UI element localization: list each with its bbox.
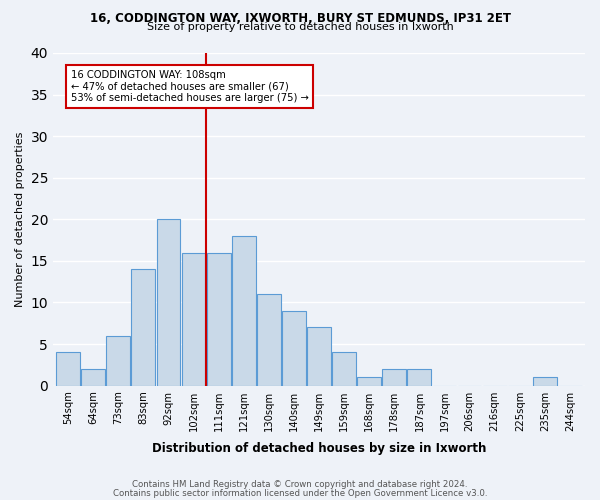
Bar <box>307 328 331 386</box>
Bar <box>106 336 130 386</box>
Bar <box>182 252 205 386</box>
Text: Size of property relative to detached houses in Ixworth: Size of property relative to detached ho… <box>146 22 454 32</box>
Y-axis label: Number of detached properties: Number of detached properties <box>15 132 25 307</box>
Bar <box>131 269 155 386</box>
Bar <box>357 378 381 386</box>
Text: Contains HM Land Registry data © Crown copyright and database right 2024.: Contains HM Land Registry data © Crown c… <box>132 480 468 489</box>
Bar <box>232 236 256 386</box>
Bar <box>382 369 406 386</box>
Text: 16, CODDINGTON WAY, IXWORTH, BURY ST EDMUNDS, IP31 2ET: 16, CODDINGTON WAY, IXWORTH, BURY ST EDM… <box>89 12 511 26</box>
Bar <box>407 369 431 386</box>
Bar <box>207 252 230 386</box>
Text: 16 CODDINGTON WAY: 108sqm
← 47% of detached houses are smaller (67)
53% of semi-: 16 CODDINGTON WAY: 108sqm ← 47% of detac… <box>71 70 308 103</box>
Bar <box>332 352 356 386</box>
Bar <box>282 311 306 386</box>
Bar <box>157 220 181 386</box>
Bar <box>257 294 281 386</box>
Bar <box>56 352 80 386</box>
Bar <box>81 369 105 386</box>
Bar <box>533 378 557 386</box>
Text: Contains public sector information licensed under the Open Government Licence v3: Contains public sector information licen… <box>113 488 487 498</box>
X-axis label: Distribution of detached houses by size in Ixworth: Distribution of detached houses by size … <box>152 442 486 455</box>
